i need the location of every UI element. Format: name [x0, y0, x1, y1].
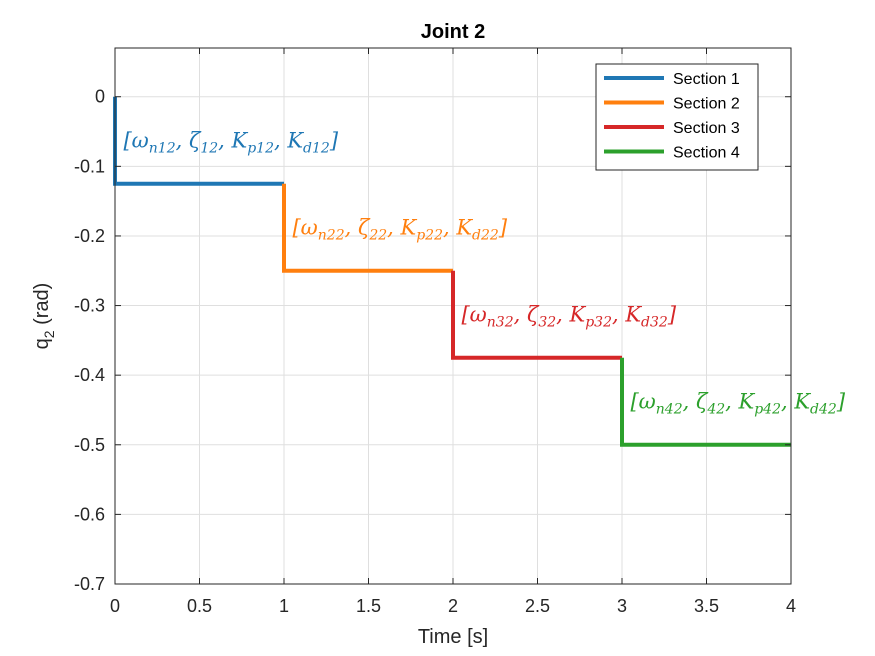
annotation-part: 32	[538, 315, 556, 331]
series-line-3	[451, 270, 622, 360]
x-tick-label: 4	[786, 596, 796, 616]
y-tick-label: -0.7	[74, 574, 105, 594]
annotation-part: , K	[218, 129, 248, 153]
x-tick-label: 1	[279, 596, 289, 616]
y-tick-labels: 0 -0.1 -0.2 -0.3 -0.4 -0.5 -0.6 -0.7	[74, 87, 105, 594]
annotation-part: n22	[318, 228, 345, 244]
y-tick-label: -0.6	[74, 504, 105, 524]
annotation-part: n12	[149, 141, 176, 157]
series-line-2	[282, 183, 453, 273]
annotation-part: p32	[585, 315, 612, 331]
annotation-part: p12	[247, 141, 274, 157]
x-tick-label: 3.5	[694, 596, 719, 616]
y-tick-label: -0.1	[74, 156, 105, 176]
annotation-part: [ω	[461, 303, 486, 327]
annotation-part: [ω	[292, 216, 317, 240]
annotation-part: , ζ	[345, 216, 371, 240]
y-axis-label: q2 (rad)	[31, 283, 57, 350]
annotation-4: [ωn42, ζ42, Kp42, Kd42]	[630, 390, 845, 418]
annotation-part: , K	[443, 216, 473, 240]
x-tick-label: 2	[448, 596, 458, 616]
chart-title: Joint 2	[421, 21, 485, 43]
annotation-part: ]	[667, 303, 677, 327]
annotation-part: p42	[754, 402, 781, 418]
annotation-part: 22	[368, 228, 387, 244]
annotation-1: [ωn12, ζ12, Kp12, Kd12]	[123, 129, 338, 157]
legend: Section 1 Section 2 Section 3 Section 4	[595, 63, 759, 171]
annotation-part: [ω	[630, 390, 655, 414]
y-axis-label-sub: 2	[41, 330, 57, 338]
annotation-part: d42	[810, 402, 837, 418]
x-axis-label: Time [s]	[418, 626, 488, 648]
annotation-part: 12	[200, 141, 218, 157]
tick-marks	[114, 48, 792, 585]
y-tick-label: 0	[95, 87, 105, 107]
annotation-part: ]	[836, 390, 846, 414]
x-tick-labels: 0 0.5 1 1.5 2 2.5 3 3.5 4	[110, 596, 796, 616]
y-tick-label: -0.3	[74, 296, 105, 316]
x-tick-label: 2.5	[525, 596, 550, 616]
annotation-part: , K	[612, 303, 642, 327]
series-line-4	[620, 357, 791, 447]
annotation-part: ]	[498, 216, 508, 240]
y-tick-label: -0.4	[74, 365, 105, 385]
annotation-part: , K	[556, 303, 586, 327]
y-axis-label-base: q	[31, 338, 53, 349]
annotation-part: , ζ	[683, 390, 709, 414]
annotations: [ωn12, ζ12, Kp12, Kd12][ωn22, ζ22, Kp22,…	[123, 129, 845, 418]
annotation-part: , ζ	[176, 129, 202, 153]
annotation-part: , K	[781, 390, 811, 414]
annotation-part: ]	[329, 129, 339, 153]
annotation-part: , ζ	[514, 303, 540, 327]
annotation-2: [ωn22, ζ22, Kp22, Kd22]	[292, 216, 507, 244]
x-tick-label: 1.5	[356, 596, 381, 616]
annotation-part: d32	[641, 315, 668, 331]
legend-label-2: Section 2	[673, 96, 740, 113]
y-axis-label-unit: (rad)	[31, 283, 53, 331]
legend-label-1: Section 1	[673, 71, 740, 88]
annotation-part: , K	[274, 129, 304, 153]
annotation-part: d22	[472, 228, 499, 244]
annotation-part: , K	[725, 390, 755, 414]
annotation-part: d12	[303, 141, 330, 157]
annotation-3: [ωn32, ζ32, Kp32, Kd32]	[461, 303, 676, 331]
annotation-part: , K	[387, 216, 417, 240]
y-tick-label: -0.5	[74, 435, 105, 455]
annotation-part: n32	[487, 315, 514, 331]
legend-label-4: Section 4	[673, 145, 740, 162]
annotation-part: p22	[416, 228, 443, 244]
x-tick-label: 3	[617, 596, 627, 616]
annotation-part: n42	[656, 402, 683, 418]
legend-label-3: Section 3	[673, 120, 740, 137]
y-tick-label: -0.2	[74, 226, 105, 246]
x-tick-label: 0.5	[187, 596, 212, 616]
annotation-part: [ω	[123, 129, 148, 153]
x-tick-label: 0	[110, 596, 120, 616]
annotation-part: 42	[706, 402, 725, 418]
